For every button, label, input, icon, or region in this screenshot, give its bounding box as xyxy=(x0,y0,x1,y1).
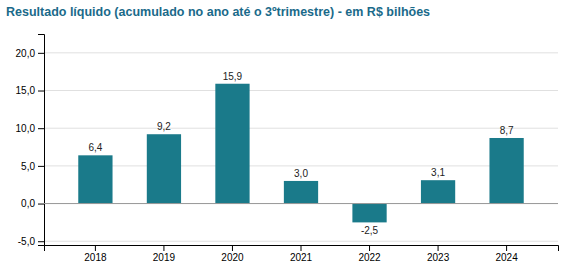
bars xyxy=(78,84,523,223)
tick-label: -5,0 xyxy=(18,236,36,247)
tick-mark xyxy=(369,245,370,251)
bar xyxy=(284,181,318,204)
tick-label: 2024 xyxy=(495,252,518,263)
tick-mark xyxy=(95,245,96,251)
grid xyxy=(44,53,558,241)
data-label: 8,7 xyxy=(500,125,514,136)
bar xyxy=(421,180,455,203)
tick-mark xyxy=(38,128,44,129)
tick-mark xyxy=(38,91,44,92)
grid-line xyxy=(44,203,558,204)
bar xyxy=(489,138,523,204)
tick-label: 0,0 xyxy=(21,198,35,209)
tick-mark xyxy=(38,166,44,167)
tick: 10,0 xyxy=(16,123,44,134)
tick-label: 2018 xyxy=(84,252,107,263)
data-label: 6,4 xyxy=(88,142,102,153)
data-labels: 6,4 9,2 15,9 3,0 -2,5 3,1 8,7 xyxy=(88,71,514,236)
grid-line xyxy=(44,52,558,53)
tick-label: 10,0 xyxy=(16,123,36,134)
tick-label: 20,0 xyxy=(16,48,36,59)
tick-label: 2022 xyxy=(358,252,381,263)
tick-mark xyxy=(38,53,44,54)
tick: 2024 xyxy=(495,245,518,263)
tick: 0,0 xyxy=(21,198,44,209)
bar xyxy=(352,204,386,223)
tick-label: 5,0 xyxy=(21,161,35,172)
tick-label: 2023 xyxy=(427,252,450,263)
grid-line xyxy=(44,128,558,129)
data-label: 3,1 xyxy=(431,167,445,178)
grid-line xyxy=(44,165,558,166)
data-label: -2,5 xyxy=(361,225,379,236)
tick-mark xyxy=(301,245,302,251)
chart: Resultado líquido (acumulado no ano até … xyxy=(0,0,572,271)
tick-label: 15,0 xyxy=(16,85,36,96)
data-label: 15,9 xyxy=(223,71,243,82)
zero-line xyxy=(44,203,558,204)
tick: 2022 xyxy=(358,245,381,263)
plot: -5,00,05,010,015,020,0201820192020202120… xyxy=(16,35,559,264)
tick-mark xyxy=(506,245,507,251)
tick: 5,0 xyxy=(21,161,44,172)
tick-mark xyxy=(232,245,233,251)
tick: 2018 xyxy=(84,245,107,263)
tick: 2021 xyxy=(290,245,313,263)
tick: 15,0 xyxy=(16,85,44,96)
tick-mark xyxy=(38,204,44,205)
axis-line xyxy=(45,246,559,252)
tick: 2023 xyxy=(427,245,450,263)
bar xyxy=(215,84,249,204)
tick: 2019 xyxy=(153,245,176,263)
tick-label: 2019 xyxy=(153,252,176,263)
tick: 20,0 xyxy=(16,48,44,59)
data-label: 9,2 xyxy=(157,121,171,132)
tick: -5,0 xyxy=(18,236,44,247)
tick-mark xyxy=(438,245,439,251)
grid-line xyxy=(44,241,558,242)
x-axis: 2018 2019 2020 2021 2022 2023 2024 xyxy=(45,245,559,263)
tick-label: 2020 xyxy=(221,252,244,263)
data-label: 3,0 xyxy=(294,168,308,179)
title: Resultado líquido (acumulado no ano até … xyxy=(6,5,430,19)
tick-mark xyxy=(38,241,44,242)
tick-label: 2021 xyxy=(290,252,313,263)
axis-line xyxy=(38,35,45,246)
tick: 2020 xyxy=(221,245,244,263)
tick-mark xyxy=(163,245,164,251)
y-axis: -5,0 0,0 5,0 10,0 15,0 20,0 xyxy=(16,35,45,247)
grid-line xyxy=(44,90,558,91)
bar xyxy=(147,134,181,203)
bar xyxy=(78,155,112,203)
